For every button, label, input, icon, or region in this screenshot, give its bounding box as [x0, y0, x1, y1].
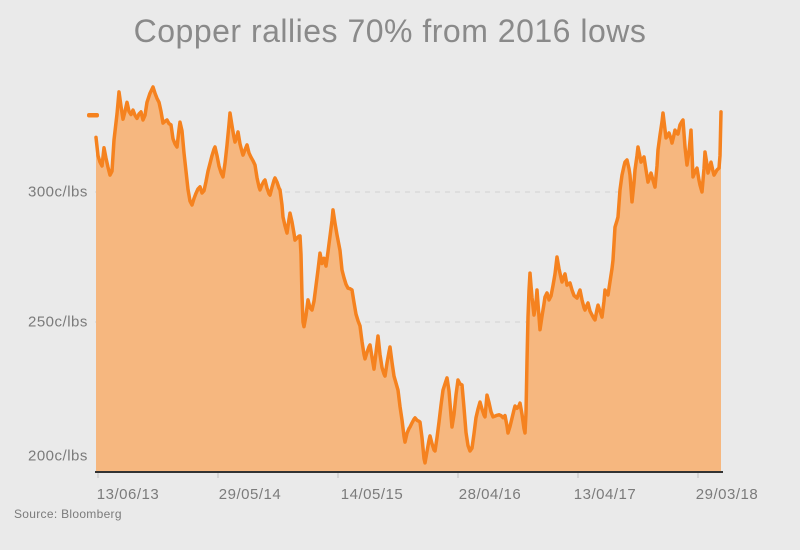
x-tick-label-2017: 13/04/17: [573, 486, 637, 503]
y-tick-label-300: 300c/lbs: [28, 183, 88, 201]
x-tick-label-2018: 29/03/18: [695, 486, 759, 503]
x-tick-label-2015: 14/05/15: [340, 486, 404, 503]
x-tick-label-2016: 28/04/16: [458, 486, 522, 503]
copper-price-line: [94, 85, 723, 465]
x-tick-label-2013: 13/06/13: [96, 486, 160, 503]
source-attribution: Source: Bloomberg: [14, 507, 122, 521]
copper-area-fill: [96, 87, 721, 472]
latest-price-tick: [87, 113, 99, 118]
chart-title: Copper rallies 70% from 2016 lows: [133, 13, 647, 49]
x-tick-label-2014: 29/05/14: [218, 486, 282, 503]
y-tick-label-250: 250c/lbs: [28, 313, 88, 331]
y-tick-label-200: 200c/lbs: [28, 447, 88, 465]
